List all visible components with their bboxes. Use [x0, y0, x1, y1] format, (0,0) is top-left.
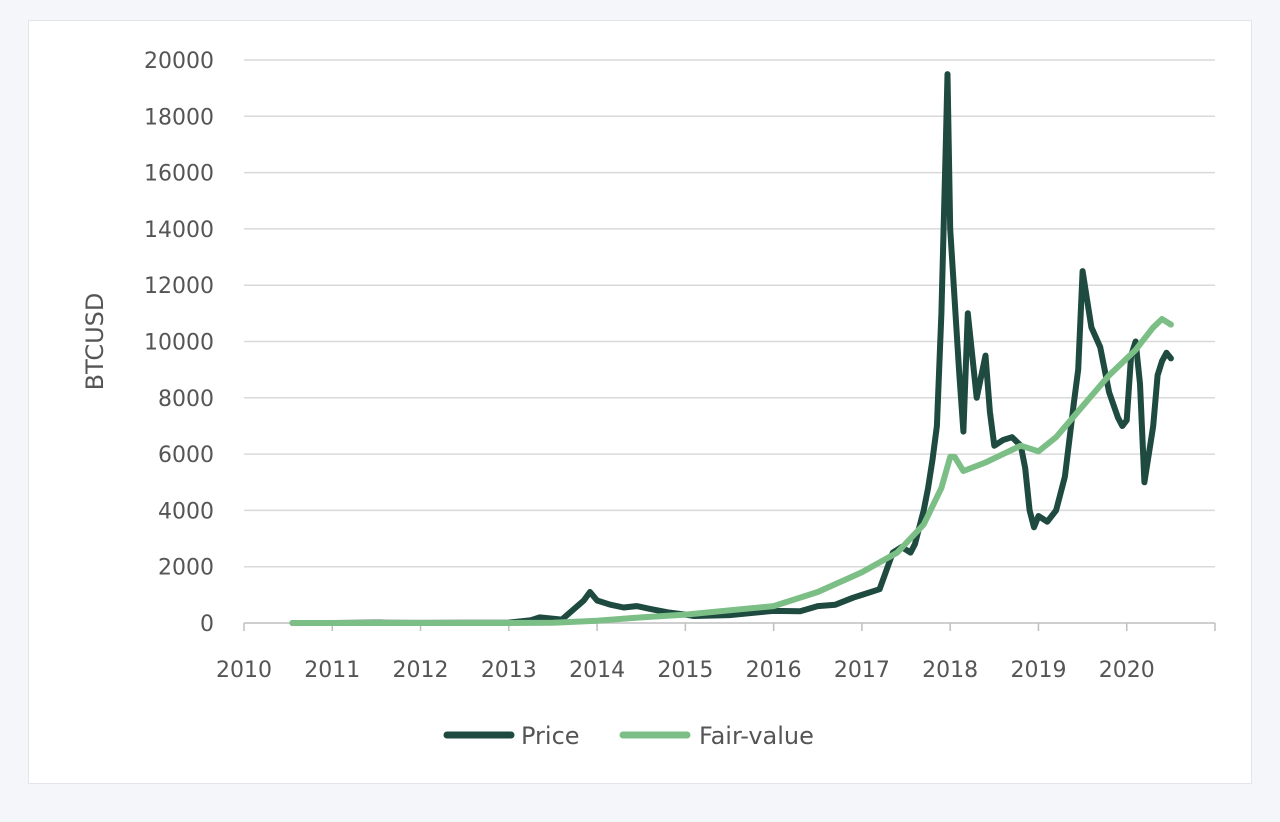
y-tick-label: 16000: [144, 162, 214, 187]
y-tick-label: 8000: [158, 387, 214, 412]
x-tick-labels: 2010 2011 2012 2013 2014 2015 2016 2017 2018 2019…: [216, 658, 1155, 683]
series-line-fair-value: [289, 316, 1174, 626]
x-tick-label: 2012: [393, 658, 449, 683]
y-tick-labels: 0 2000 4000 6000 8000 10000 12000 14000 16000 180…: [144, 49, 214, 637]
x-tick-label: 2016: [746, 658, 802, 683]
x-tick-label: 2013: [481, 658, 537, 683]
series-line-price: [289, 71, 1174, 626]
x-tick-marks: [243, 623, 1216, 631]
x-tick-label: 2014: [569, 658, 625, 683]
btcusd-line-chart: 0 2000 4000 6000 8000 10000 12000 14000 16000 180…: [81, 49, 1216, 750]
x-tick-label: 2018: [922, 658, 978, 683]
x-tick-label: 2011: [304, 658, 360, 683]
y-tick-label: 4000: [158, 499, 214, 524]
y-tick-label: 12000: [144, 274, 214, 299]
legend: Price Fair-value: [443, 722, 814, 750]
y-tick-label: 10000: [144, 331, 214, 356]
x-tick-label: 2015: [657, 658, 713, 683]
gridlines: [244, 59, 1215, 568]
chart-frame: 0 2000 4000 6000 8000 10000 12000 14000 16000 180…: [28, 20, 1252, 784]
y-tick-label: 6000: [158, 443, 214, 468]
x-tick-label: 2017: [834, 658, 890, 683]
x-tick-label: 2010: [216, 658, 272, 683]
series-lines: [289, 71, 1174, 626]
legend-label-fair-value: Fair-value: [699, 722, 814, 750]
y-axis-label: BTCUSD: [81, 293, 109, 391]
legend-label-price: Price: [521, 722, 580, 750]
y-tick-label: 18000: [144, 105, 214, 130]
y-tick-label: 0: [200, 612, 214, 637]
y-tick-label: 2000: [158, 556, 214, 581]
y-tick-label: 14000: [144, 218, 214, 243]
y-tick-label: 20000: [144, 49, 214, 74]
x-tick-label: 2019: [1010, 658, 1066, 683]
x-tick-label: 2020: [1099, 658, 1155, 683]
